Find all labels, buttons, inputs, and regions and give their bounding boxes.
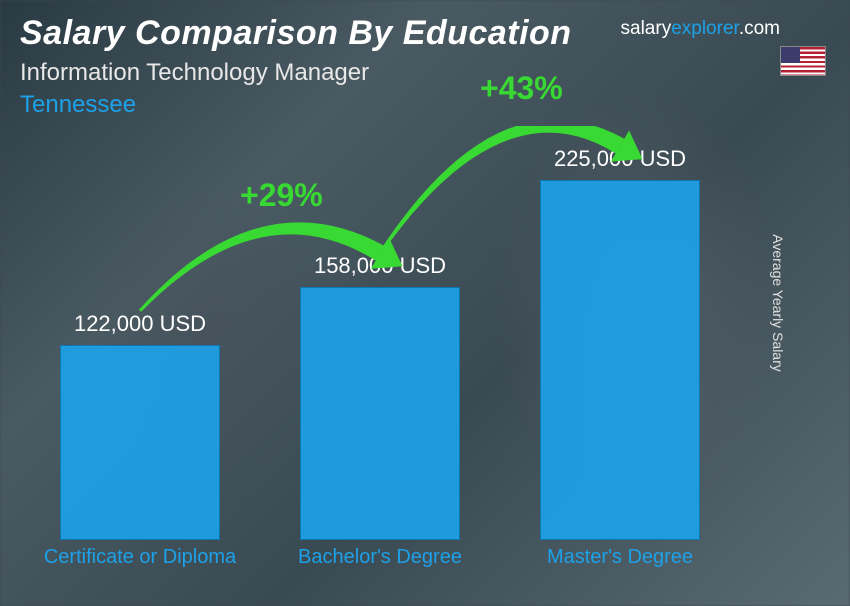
increase-pct: +43% [480,70,563,107]
bar [300,287,460,540]
bar-group: 225,000 USDMaster's Degree [540,180,700,540]
flag-icon [780,46,826,76]
bar [540,180,700,540]
brand-logo: salaryexplorer.com [621,18,780,40]
bar-label: Bachelor's Degree [280,546,480,569]
brand-suffix: .com [739,18,780,39]
bar-group: 122,000 USDCertificate or Diploma [60,180,220,540]
bar-label: Certificate or Diploma [40,546,240,569]
bar-value: 225,000 USD [520,146,720,172]
brand-accent: explorer [671,18,739,39]
bar-label: Master's Degree [520,546,720,569]
bar-chart: 122,000 USDCertificate or Diploma158,000… [40,126,800,596]
bar-value: 122,000 USD [40,311,240,337]
chart-subtitle: Information Technology Manager [20,59,830,87]
brand-prefix: salary [621,18,672,39]
bar-group: 158,000 USDBachelor's Degree [300,180,460,540]
increase-pct: +29% [240,177,323,214]
bar-value: 158,000 USD [280,253,480,279]
bar [60,345,220,540]
chart-location: Tennessee [20,91,830,119]
